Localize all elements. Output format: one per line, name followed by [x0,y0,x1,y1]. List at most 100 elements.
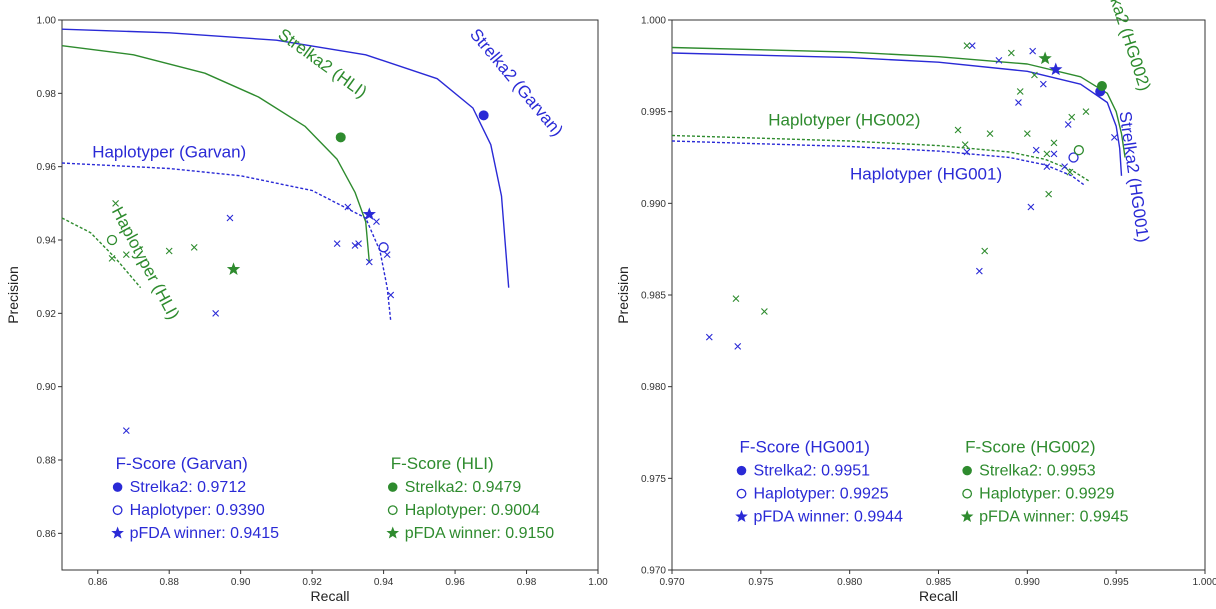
cross-marker-blue [383,251,391,259]
x-axis-label: Recall [919,588,958,604]
x-tick-label: 0.90 [231,577,251,588]
legend-entry-label: pFDA winner: 0.9945 [979,509,1129,526]
x-axis-label: Recall [311,588,350,604]
cross-marker-green [954,126,962,134]
star-marker [1049,62,1063,76]
legend-circle-symbol [387,505,398,516]
cross-marker-blue [705,333,713,341]
x-tick-label: 0.970 [659,577,684,588]
cross-marker-green [732,295,740,303]
cross-marker-green [1082,108,1090,116]
x-tick-label: 0.980 [837,577,862,588]
plot-frame [671,19,1206,571]
circle-marker [1073,145,1085,156]
x-tick-label: 1.000 [1192,577,1216,588]
curve-haplotyper-hg001 [671,140,1085,186]
cross-marker-green [1016,88,1024,95]
curve-strelka2-garvan [61,28,510,288]
curve-strelka2-hg002 [671,46,1126,158]
legend-title: F-Score (HG002) [965,438,1095,457]
legend-entry-label: Haplotyper: 0.9390 [130,502,265,519]
curve-label: Haplotyper (HG002) [768,110,920,129]
legend-dot-symbol [112,482,123,492]
curve-haplotyper-hg002 [671,134,1090,182]
y-axis-label: Precision [615,266,631,324]
legend-circle-symbol [962,488,973,499]
curve-strelka2-hli [61,45,370,263]
y-tick-label: 0.970 [641,566,666,577]
legend-title: F-Score (HG001) [740,438,870,457]
curve-label: Strelka2 (HG002) [1095,0,1154,93]
chart-panel-1: 0.86 0.88 0.90 0.92 0.94 0.96 0.98 1.00 0.86 0.88… [5,16,608,605]
star-marker [362,207,376,220]
y-tick-label: 1.000 [641,16,666,27]
y-tick-label: 0.86 [37,529,57,540]
x-tick-label: 0.96 [445,577,465,588]
x-tick-label: 0.995 [1104,577,1129,588]
x-tick-label: 0.985 [926,577,951,588]
plot-frame [61,19,599,571]
dot-marker [1096,81,1107,91]
y-tick-label: 0.995 [641,107,666,118]
cross-marker-blue [1032,146,1040,154]
cross-marker-green [1068,113,1076,121]
star-marker [226,262,241,275]
cross-marker-green [963,42,971,50]
legend-circle-symbol [112,505,123,516]
cross-marker-green [1007,49,1015,57]
circle-marker [106,234,118,246]
legend-circle-symbol [736,488,747,499]
x-tick-label: 0.990 [1015,577,1040,588]
cross-marker-blue [734,342,742,350]
x-tick-label: 0.88 [159,577,179,588]
cross-marker-blue [1111,133,1118,141]
curve-label: Haplotyper (HLI) [108,204,183,323]
cross-marker-blue [995,56,1003,64]
curve-label: Strelka2 (Garvan) [466,25,567,140]
cross-marker-blue [344,203,352,211]
y-tick-label: 0.92 [37,309,57,320]
legend-entry-label: Strelka2: 0.9479 [405,479,522,496]
cross-marker-green [122,251,130,259]
cross-marker-blue [1039,80,1047,88]
legend-entry-label: Strelka2: 0.9712 [130,479,247,496]
legend-star-symbol [960,510,974,523]
cross-marker-blue [1015,99,1022,106]
y-tick-label: 0.96 [37,162,57,173]
cross-marker-green [1050,139,1058,147]
legend-entry-label: Haplotyper: 0.9925 [754,486,889,503]
legend-dot-symbol [387,482,398,492]
cross-marker-blue [333,240,341,248]
legend-entry-label: Haplotyper: 0.9004 [405,502,540,519]
x-tick-label: 0.86 [88,577,108,588]
x-tick-label: 0.975 [748,577,773,588]
cross-marker-blue [365,258,373,266]
cross-marker-green [1045,190,1053,198]
legend: F-Score (HLI) Strelka2: 0.9479 Haplotyper:… [386,454,554,542]
cross-marker-green [760,308,768,315]
cross-marker-blue [373,218,380,226]
cross-marker-green [165,247,173,255]
legend-dot-symbol [962,465,972,476]
cross-marker-blue [975,267,983,275]
curve-label: Haplotyper (Garvan) [92,143,246,162]
legend: F-Score (Garvan) Strelka2: 0.9712 Haplotyp… [111,454,279,542]
cross-marker-blue [387,291,395,299]
cross-marker-blue [212,309,220,317]
x-tick-label: 1.00 [588,577,608,588]
star-marker [1038,51,1052,65]
cross-marker-blue [1029,47,1037,55]
curve-label: Haplotyper (HG001) [850,165,1002,184]
curve-label: Strelka2 (HLI) [275,25,371,102]
dot-marker [335,132,346,143]
cross-marker-green [961,141,969,149]
dot-marker [478,110,489,121]
curve-haplotyper-garvan [61,162,392,321]
cross-marker-blue [963,148,971,156]
legend: F-Score (HG001) Strelka2: 0.9951 Haplotype… [735,438,903,526]
cross-marker-blue [122,427,130,435]
y-tick-label: 0.98 [37,89,57,100]
y-tick-label: 0.975 [641,474,666,485]
